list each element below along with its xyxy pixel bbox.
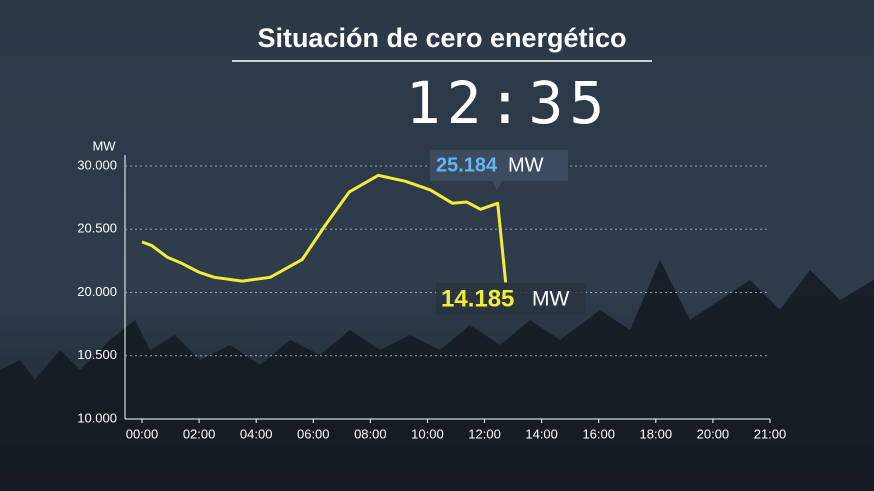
data-line: [141, 173, 508, 283]
x-tick-label: 18:00: [640, 426, 673, 441]
x-tick-label: 21:00: [754, 426, 787, 441]
x-tick-label: 06:00: [297, 426, 330, 441]
x-tick-label: 08:00: [354, 426, 387, 441]
annotation-value: 25.184: [436, 154, 498, 176]
plot: 30.000 20.500 20.000 10.500 10.000 00:00 02:00…: [77, 157, 786, 441]
x-tick-label: 20:00: [697, 426, 730, 441]
annotation-box: [430, 150, 568, 181]
x-tick-label: 16:00: [582, 426, 615, 441]
x-tick-label: 04:00: [240, 426, 273, 441]
y-tick-label: 20.500: [77, 221, 117, 236]
x-tick-label: 14:00: [525, 426, 558, 441]
x-tick-label: 10:00: [411, 426, 444, 441]
y-tick-label: 10.500: [77, 347, 117, 362]
annotation-value: 14.185: [441, 285, 514, 312]
x-tick-label: 02:00: [183, 426, 216, 441]
y-tick-label: 10.000: [77, 410, 117, 425]
y-tick-label: 30.000: [77, 157, 117, 172]
y-axis-label: MW: [92, 138, 116, 153]
clock: 12:35: [406, 69, 611, 137]
annotation-box: [436, 283, 586, 315]
annotation-unit: MW: [532, 288, 569, 311]
x-tick-label: 00:00: [126, 426, 159, 441]
chart-title: Situación de cero energético: [257, 23, 626, 53]
tree-silhouette: [0, 260, 874, 491]
y-tick-label: 20.000: [77, 284, 117, 299]
annotation-pointer: [492, 181, 502, 190]
x-tick-label: 12:00: [468, 426, 501, 441]
annotation-unit: MW: [508, 154, 544, 176]
